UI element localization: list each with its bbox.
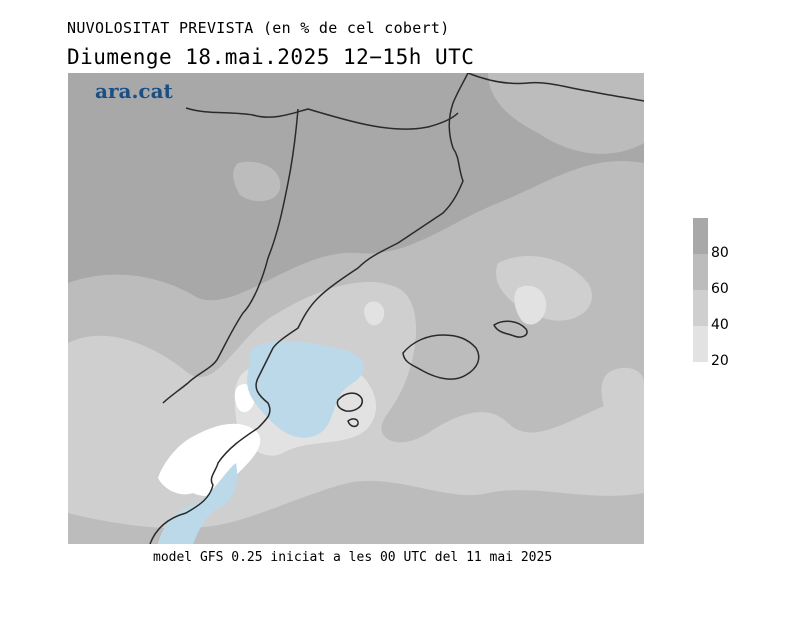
legend-label-60: 60 (711, 281, 729, 297)
legend-band-40 (693, 290, 708, 326)
coastline-and-borders (149, 73, 644, 544)
legend-band-20 (693, 326, 708, 362)
cloud-cover-map (68, 73, 644, 544)
regional-border-west (162, 108, 299, 404)
clear-sea-south (158, 463, 238, 544)
border-north-east (467, 73, 644, 102)
forecast-date-subtitle: Diumenge 18.mai.2025 12−15h UTC (67, 45, 475, 69)
island-ibiza (336, 392, 363, 412)
clear-land-area (158, 423, 261, 496)
island-menorca (493, 320, 528, 338)
island-formentera (347, 418, 359, 428)
legend-label-20: 20 (711, 353, 729, 369)
cloud-patch-partly-3 (601, 367, 644, 434)
cloud-field-mostly-cloudy-north (488, 73, 644, 154)
legend-band-60 (693, 254, 708, 290)
legend-label-40: 40 (711, 317, 729, 333)
pyrenees-border (185, 107, 459, 130)
cloud-patch-gray-1 (233, 161, 281, 202)
cloud-patch-few-3 (364, 301, 385, 326)
model-footer: model GFS 0.25 iniciat a les 00 UTC del … (153, 550, 553, 565)
cloud-cover-legend (693, 218, 708, 362)
map-title: NUVOLOSITAT PREVISTA (en % de cel cobert… (67, 19, 450, 37)
island-mallorca (402, 334, 480, 380)
coastline-mainland (149, 73, 469, 544)
legend-label-80: 80 (711, 245, 729, 261)
clear-sea-area (247, 341, 365, 438)
legend-band-80 (693, 218, 708, 254)
cloud-patch-few-2 (514, 285, 547, 325)
ara-cat-logo: ara.cat (95, 79, 173, 103)
